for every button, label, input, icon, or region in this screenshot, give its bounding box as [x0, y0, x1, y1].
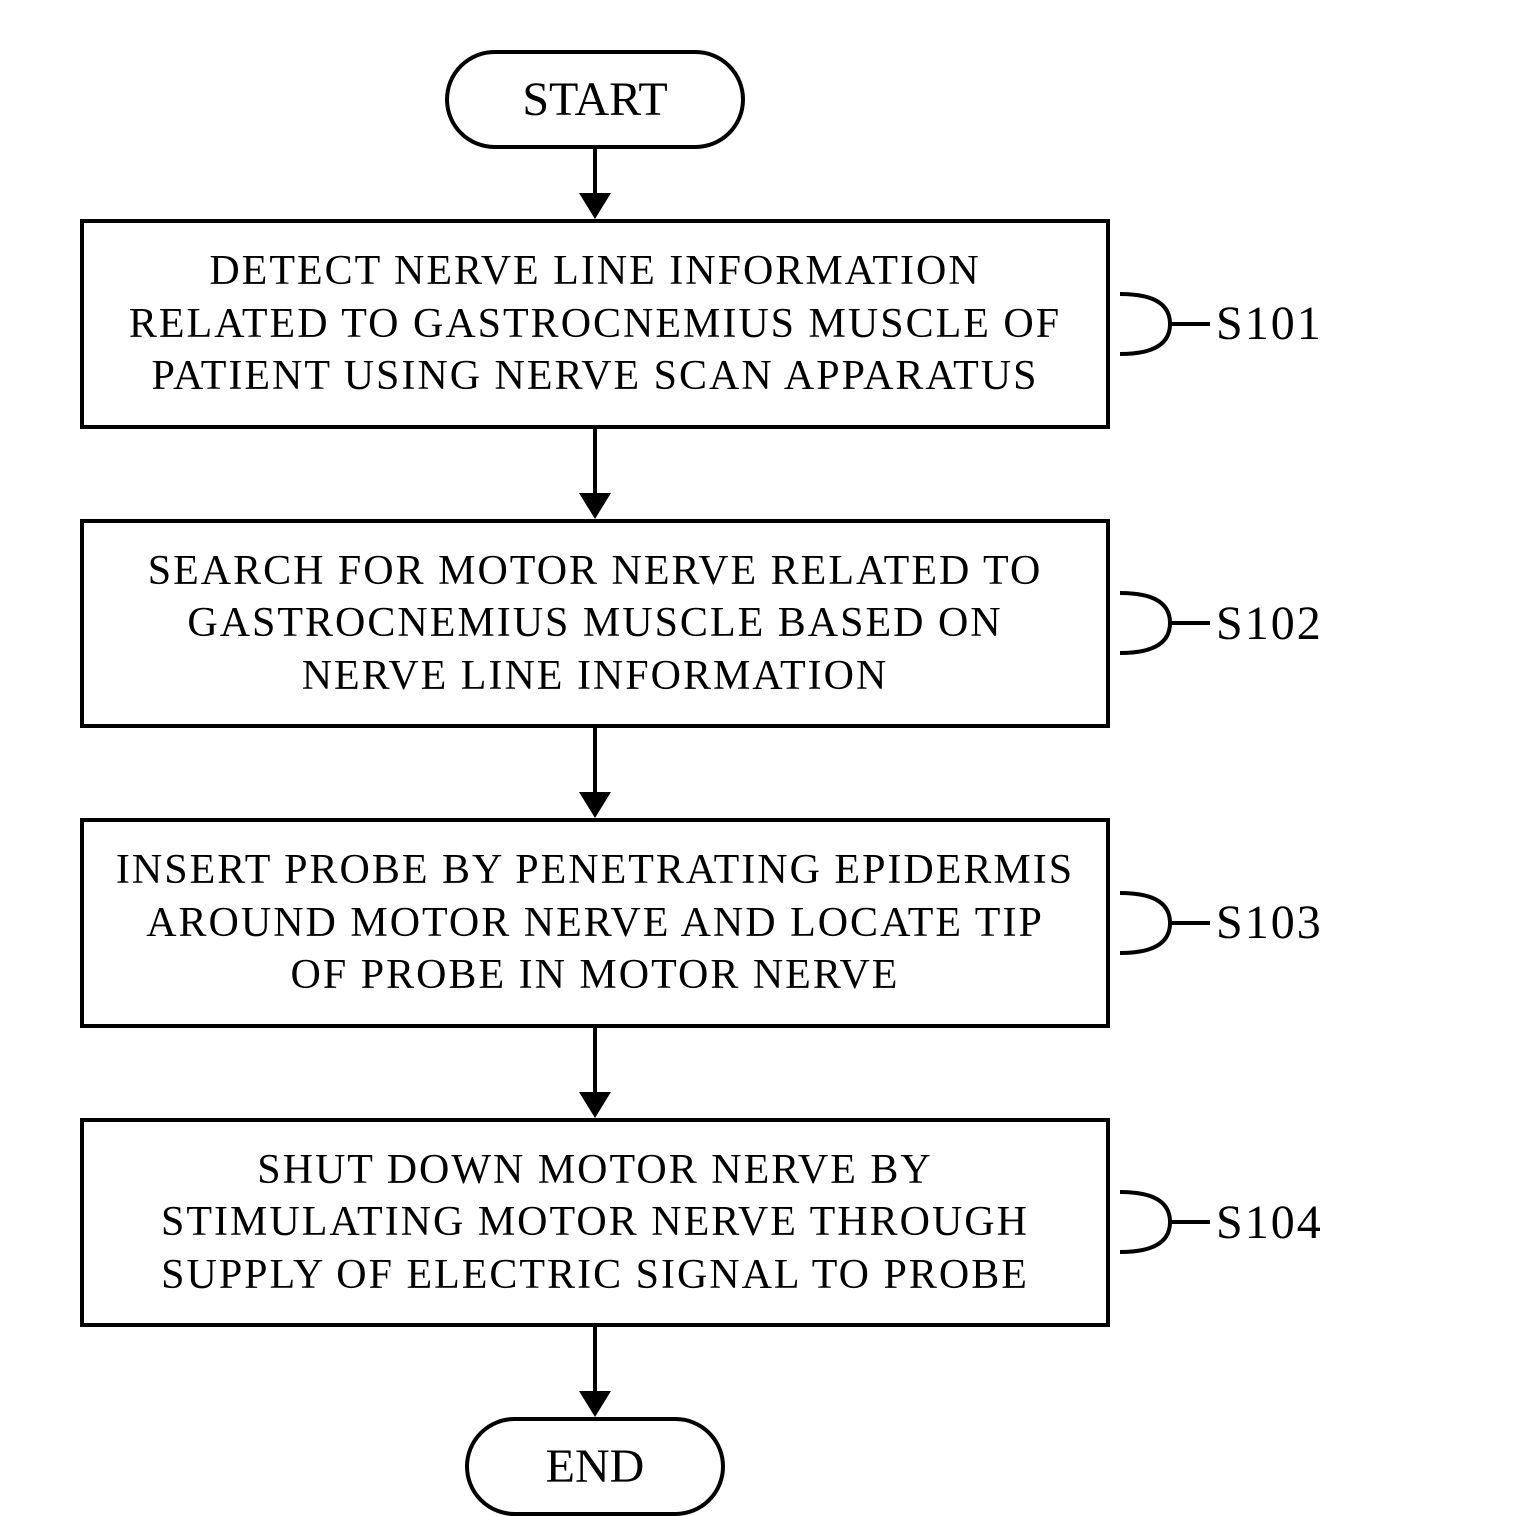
callout-curve-icon [1120, 264, 1210, 384]
start-terminal: START [445, 50, 745, 149]
step-id-s103: S103 [1216, 895, 1323, 950]
callout-curve-icon [1120, 863, 1210, 983]
step-box-s103: INSERT PROBE BY PENETRATING EPIDERMIS AR… [80, 818, 1110, 1028]
callout-s104: S104 [1120, 1162, 1323, 1282]
arrow-s102-to-s103 [80, 728, 1110, 818]
flow-column: START [80, 50, 1110, 219]
step-row-s103: INSERT PROBE BY PENETRATING EPIDERMIS AR… [80, 818, 1460, 1028]
step-box-s101: DETECT NERVE LINE INFORMATION RELATED TO… [80, 219, 1110, 429]
step-row-s101: DETECT NERVE LINE INFORMATION RELATED TO… [80, 219, 1460, 429]
callout-s103: S103 [1120, 863, 1323, 983]
arrow-s101-to-s102 [80, 429, 1110, 519]
step-text-s103: INSERT PROBE BY PENETRATING EPIDERMIS AR… [116, 847, 1074, 998]
step-box-s102: SEARCH FOR MOTOR NERVE RELATED TO GASTRO… [80, 519, 1110, 729]
step-id-s101: S101 [1216, 296, 1323, 351]
step-row-s102: SEARCH FOR MOTOR NERVE RELATED TO GASTRO… [80, 519, 1460, 729]
step-row-s104: SHUT DOWN MOTOR NERVE BY STIMULATING MOT… [80, 1118, 1460, 1328]
step-id-s102: S102 [1216, 596, 1323, 651]
step-text-s102: SEARCH FOR MOTOR NERVE RELATED TO GASTRO… [148, 548, 1043, 699]
start-label: START [522, 73, 667, 126]
step-id-s104: S104 [1216, 1195, 1323, 1250]
arrow-s104-to-end [80, 1327, 1110, 1417]
end-terminal: END [465, 1417, 725, 1516]
end-label: END [546, 1440, 645, 1493]
step-box-s104: SHUT DOWN MOTOR NERVE BY STIMULATING MOT… [80, 1118, 1110, 1328]
arrow-s103-to-s104 [80, 1028, 1110, 1118]
callout-s102: S102 [1120, 563, 1323, 683]
step-text-s104: SHUT DOWN MOTOR NERVE BY STIMULATING MOT… [161, 1147, 1029, 1298]
flowchart-container: START DETECT NERVE LINE INFORMATION RELA… [80, 50, 1460, 1516]
callout-curve-icon [1120, 563, 1210, 683]
callout-s101: S101 [1120, 264, 1323, 384]
step-text-s101: DETECT NERVE LINE INFORMATION RELATED TO… [129, 248, 1061, 399]
arrow-start-to-s101 [80, 149, 1110, 219]
callout-curve-icon [1120, 1162, 1210, 1282]
